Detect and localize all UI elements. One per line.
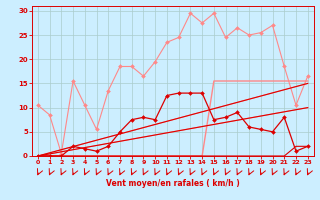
X-axis label: Vent moyen/en rafales ( km/h ): Vent moyen/en rafales ( km/h ) — [106, 179, 240, 188]
